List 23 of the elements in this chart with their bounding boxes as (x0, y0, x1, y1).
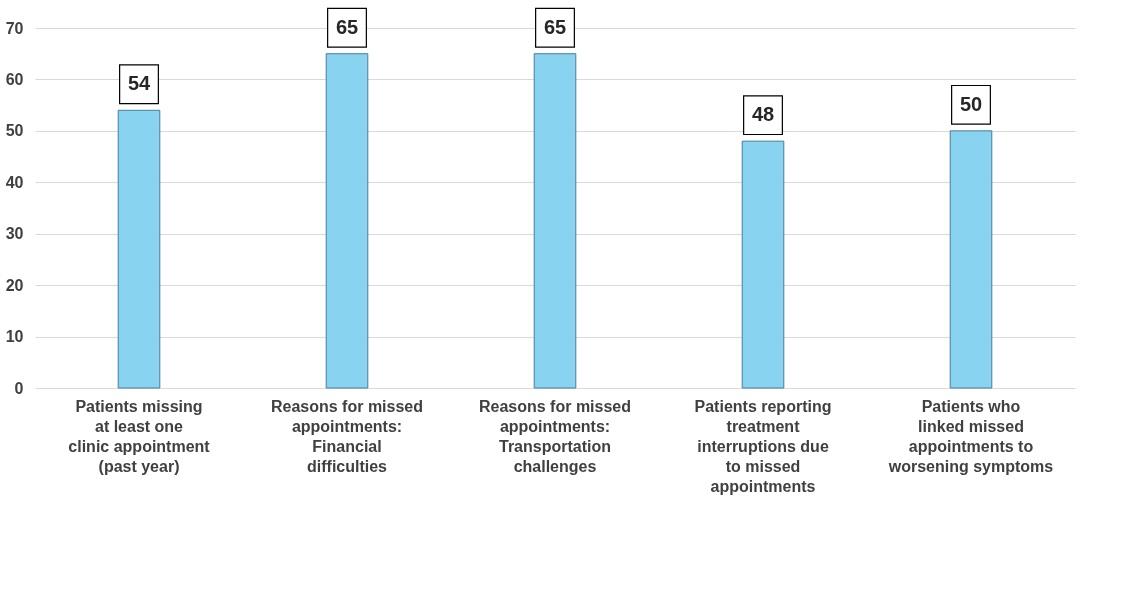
x-tick-label: Patients who linked missed appointments to worsening symptoms (887, 397, 1054, 475)
bar (741, 140, 785, 389)
data-label: 54 (127, 72, 151, 95)
y-tick-label: 10 (5, 328, 24, 346)
data-label: 50 (959, 92, 983, 115)
y-tick-label: 50 (5, 122, 24, 140)
y-tick-label: 70 (5, 19, 24, 37)
data-label: 65 (335, 15, 359, 38)
data-label: 48 (751, 103, 775, 126)
x-tick-label: Patients reporting treatment interruptions due to missed appointments (694, 397, 832, 495)
x-tick-label: Reasons for missed appointments: Transportation challenges (478, 397, 632, 475)
bar (949, 130, 993, 389)
data-label: 65 (543, 15, 567, 38)
y-tick-label: 30 (5, 225, 24, 243)
x-tick-label: Reasons for missed appointments: Financial difficulties (270, 397, 424, 475)
x-tick-label: Patients missing at least one clinic appointment (past year) (68, 397, 211, 475)
y-tick-label: 60 (5, 70, 24, 88)
bar (325, 53, 369, 389)
y-tick-label: 0 (14, 379, 24, 397)
bar (117, 109, 161, 389)
bar (533, 53, 577, 389)
y-tick-label: 20 (5, 276, 24, 294)
y-tick-label: 40 (5, 173, 24, 191)
